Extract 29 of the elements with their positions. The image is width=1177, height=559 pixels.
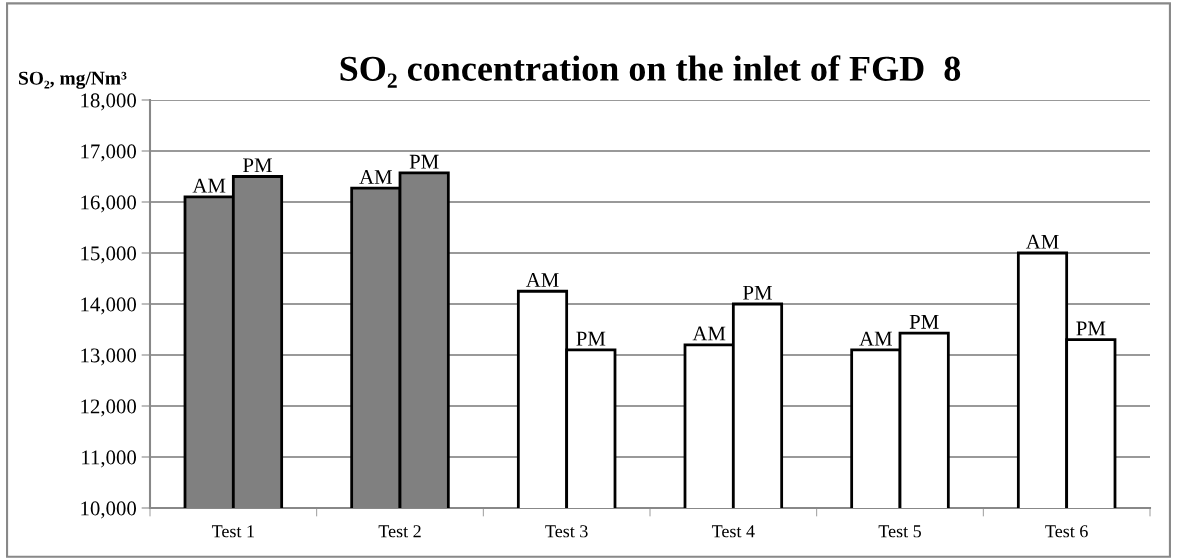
text: PM bbox=[576, 331, 606, 346]
x-tick-label: Test 6 bbox=[1045, 525, 1088, 538]
chart-title: SO₂ concentration on the inlet of FGD 8 bbox=[340, 55, 961, 88]
series-label: AM bbox=[192, 178, 226, 193]
text: AM bbox=[1025, 234, 1059, 249]
y-tick-label: 15,000 bbox=[81, 246, 137, 264]
text: AM bbox=[859, 331, 893, 346]
text: PM bbox=[1076, 321, 1106, 336]
y-tick-label: 12,000 bbox=[81, 399, 137, 417]
y-tick-label: 16,000 bbox=[81, 195, 137, 213]
text: AM bbox=[692, 326, 726, 341]
y-axis-title: SO₂, mg/Nm³ bbox=[19, 71, 127, 89]
x-tick-label: Test 5 bbox=[878, 525, 921, 538]
text: PM bbox=[409, 154, 439, 169]
text: PM bbox=[743, 285, 772, 300]
x-tick-label: Test 3 bbox=[545, 525, 588, 538]
y-tick-label: 18,000 bbox=[81, 93, 137, 111]
y-tick-label: 17,000 bbox=[81, 144, 137, 162]
y-tick-label: 11,000 bbox=[82, 450, 137, 468]
y-tick-label: 14,000 bbox=[81, 297, 137, 315]
series-label: PM bbox=[243, 158, 272, 173]
y-tick-label: 10,000 bbox=[81, 501, 137, 519]
text: PM bbox=[909, 314, 939, 329]
x-tick-label: Test 4 bbox=[711, 525, 755, 538]
y-tick-label: 13,000 bbox=[81, 348, 137, 366]
x-tick-label: Test 2 bbox=[378, 525, 421, 538]
text: AM bbox=[359, 170, 393, 184]
x-tick-label: Test 1 bbox=[211, 525, 254, 538]
text: AM bbox=[525, 273, 559, 287]
